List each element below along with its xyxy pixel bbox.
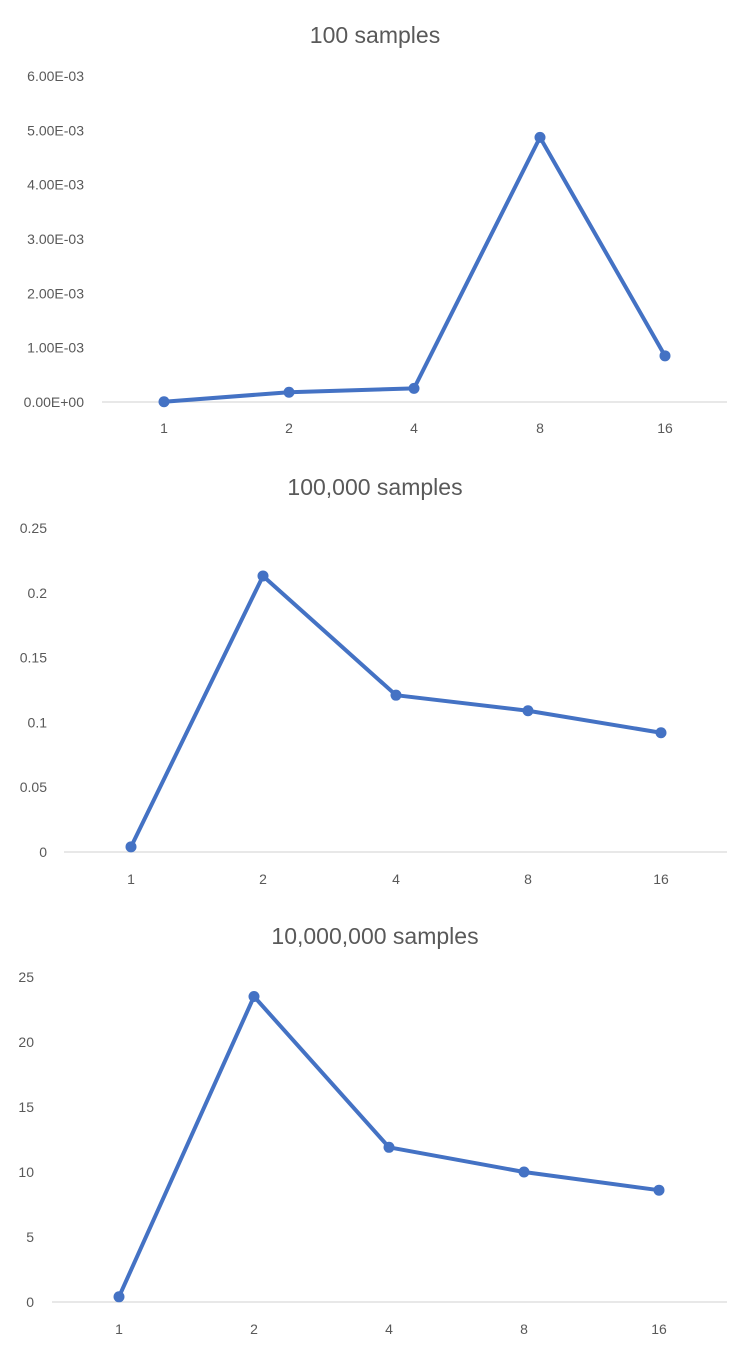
line-chart-plot: 0 5 10 15 20 25 1 2 4 8 16 — [18, 969, 727, 1337]
y-tick-label: 15 — [18, 1099, 34, 1115]
x-tick-label: 8 — [520, 1321, 528, 1337]
data-point — [158, 396, 170, 408]
data-point — [522, 705, 534, 717]
y-tick-label: 4.00E-03 — [27, 177, 84, 193]
x-tick-label: 4 — [410, 420, 418, 436]
data-point — [257, 570, 269, 582]
data-point — [653, 1184, 665, 1196]
data-point — [125, 841, 137, 853]
line-chart-plot: 0.00E+00 1.00E-03 2.00E-03 3.00E-03 4.00E-03… — [24, 68, 727, 436]
y-tick-label: 0 — [26, 1294, 34, 1310]
series-line — [162, 135, 667, 404]
y-tick-label: 1.00E-03 — [27, 340, 84, 356]
y-tick-label: 0.15 — [20, 650, 47, 666]
data-point — [659, 350, 671, 362]
y-tick-label: 0.05 — [20, 779, 47, 795]
data-point — [390, 689, 402, 701]
x-tick-label: 2 — [285, 420, 293, 436]
line-chart-plot: 0 0.05 0.1 0.15 0.2 0.25 1 2 4 8 16 — [20, 520, 727, 887]
chart-title: 100,000 samples — [287, 474, 463, 500]
chart-10000000-samples: 10,000,000 samples 0 5 10 15 20 25 1 2 4 8 16 — [0, 900, 750, 1350]
x-tick-label: 16 — [651, 1321, 667, 1337]
data-point — [655, 727, 667, 739]
y-tick-label: 2.00E-03 — [27, 285, 84, 301]
x-tick-label: 2 — [250, 1321, 258, 1337]
x-tick-label: 2 — [259, 871, 267, 887]
x-tick-label: 16 — [657, 420, 673, 436]
x-tick-label: 16 — [653, 871, 669, 887]
chart-100-samples: 100 samples 0.00E+00 1.00E-03 2.00E-03 3.00… — [0, 0, 750, 450]
x-tick-label: 4 — [385, 1321, 393, 1337]
y-tick-label: 0.1 — [28, 714, 48, 730]
y-tick-label: 20 — [18, 1034, 34, 1050]
x-tick-label: 1 — [160, 420, 168, 436]
x-tick-label: 1 — [127, 871, 135, 887]
chart-title: 100 samples — [309, 22, 441, 48]
data-point — [534, 131, 546, 143]
y-tick-label: 0.25 — [20, 520, 47, 536]
y-tick-label: 10 — [18, 1164, 34, 1180]
data-point — [518, 1166, 530, 1178]
data-point — [408, 382, 420, 394]
data-point — [283, 386, 295, 398]
y-tick-label: 0.00E+00 — [24, 394, 85, 410]
data-point — [113, 1291, 125, 1303]
series-line — [129, 573, 663, 849]
chart-100000-samples: 100,000 samples 0 0.05 0.1 0.15 0.2 0.25 1 2 4 8 1… — [0, 450, 750, 900]
y-tick-label: 5.00E-03 — [27, 122, 84, 138]
x-tick-label: 8 — [536, 420, 544, 436]
y-tick-label: 0 — [39, 844, 47, 860]
chart-title: 10,000,000 samples — [271, 923, 479, 949]
y-tick-label: 25 — [18, 969, 34, 985]
y-tick-label: 0.2 — [28, 585, 48, 601]
data-point — [248, 991, 260, 1002]
x-tick-label: 1 — [115, 1321, 123, 1337]
x-tick-label: 4 — [392, 871, 400, 887]
y-tick-label: 5 — [26, 1229, 34, 1245]
data-point — [383, 1141, 395, 1153]
x-tick-label: 8 — [524, 871, 532, 887]
y-tick-label: 3.00E-03 — [27, 231, 84, 247]
y-tick-label: 6.00E-03 — [27, 68, 84, 84]
